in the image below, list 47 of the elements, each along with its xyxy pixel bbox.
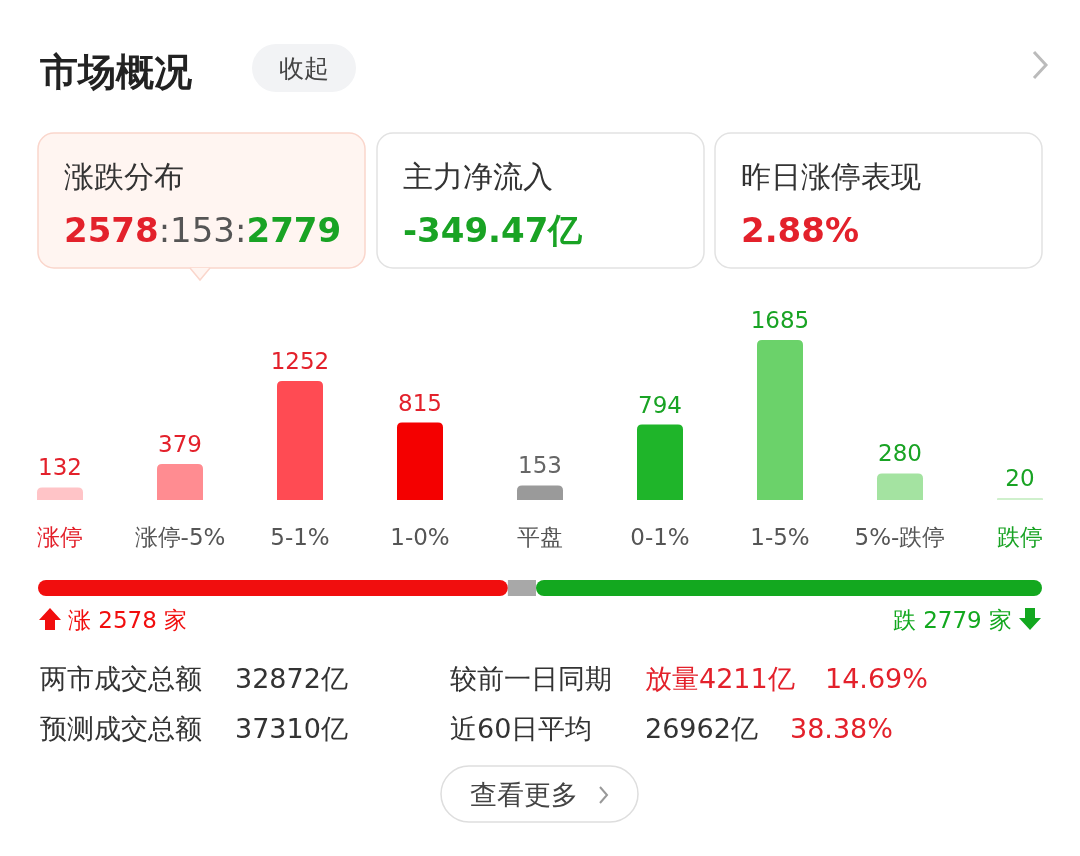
x-tick-label: 5%-跌停	[854, 524, 946, 550]
data-label: 20	[1005, 465, 1035, 492]
text: -349.47亿	[403, 210, 584, 250]
text: 收起	[279, 54, 329, 83]
data-label: 794	[638, 391, 682, 418]
x-tick-label: 涨停	[37, 524, 83, 550]
data-label: 1252	[270, 348, 330, 375]
text: 查看更多	[470, 779, 578, 810]
x-tick-label: 1-5%	[750, 524, 810, 550]
x-tick-label: 0-1%	[630, 524, 690, 550]
bar	[37, 487, 83, 500]
text: 两市成交总额	[40, 663, 202, 694]
text: 14.69%	[825, 663, 928, 694]
x-tick-label: 涨停-5%	[134, 524, 226, 550]
text: 主力净流入	[403, 159, 553, 194]
text: 预测成交总额	[40, 713, 202, 744]
data-label: 132	[38, 454, 82, 481]
text: 较前一日同期	[450, 663, 612, 694]
data-label: 1685	[750, 307, 810, 333]
bar	[757, 340, 803, 500]
bar	[517, 485, 563, 500]
data-label: 153	[518, 452, 562, 479]
bar	[877, 473, 923, 500]
x-tick-label: 跌停	[997, 524, 1043, 550]
text: 37310亿	[235, 713, 348, 744]
data-label: 379	[158, 431, 202, 458]
data-label: 280	[878, 440, 922, 467]
text: 涨 2578 家	[68, 607, 188, 633]
text: 涨跌分布	[64, 159, 184, 194]
data-label: 815	[398, 389, 442, 416]
text: 38.38%	[790, 713, 893, 744]
text: 32872亿	[235, 663, 348, 694]
text: 26962亿	[645, 713, 758, 744]
bar	[277, 381, 323, 500]
bar	[637, 424, 683, 500]
bar	[157, 464, 203, 500]
text: 近60日平均	[450, 713, 593, 744]
text: 市场概况	[40, 50, 192, 94]
x-tick-label: 1-0%	[390, 524, 450, 550]
x-tick-label: 平盘	[517, 524, 563, 550]
x-tick-label: 5-1%	[270, 524, 330, 550]
text: 跌 2779 家	[892, 607, 1012, 633]
text: 放量4211亿	[645, 663, 795, 694]
text: 2.88%	[741, 210, 859, 250]
bar	[397, 422, 443, 500]
text: 2578:153:2779	[64, 210, 342, 250]
text: 昨日涨停表现	[741, 159, 921, 194]
